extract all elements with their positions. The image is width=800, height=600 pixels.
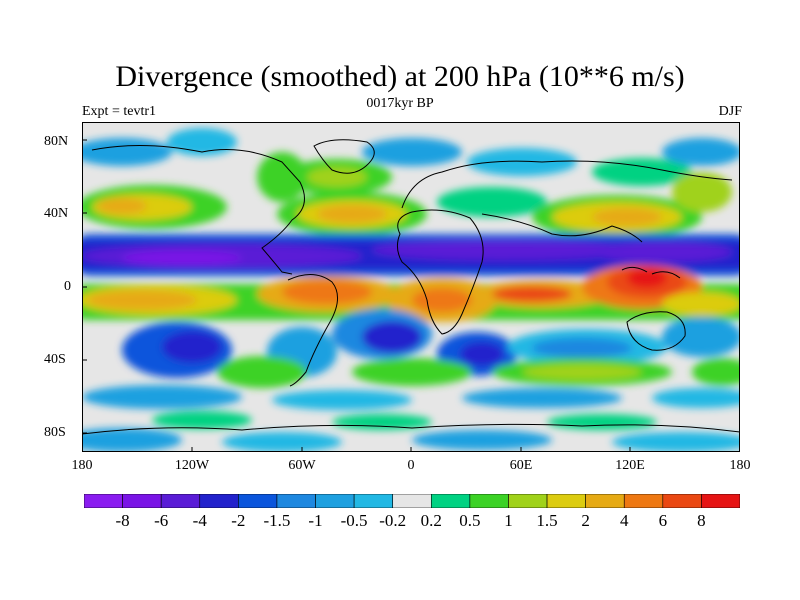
eurasia-outline <box>401 160 733 243</box>
colorbar-swatch <box>199 493 239 509</box>
lat-label-80n: 80N <box>44 134 69 149</box>
chart-title: Divergence (smoothed) at 200 hPa (10**6 … <box>115 60 685 93</box>
colorbar-swatch <box>585 493 625 509</box>
divergence-map <box>82 122 740 452</box>
colorbar-tick-label: -0.5 <box>340 511 368 530</box>
lat-label-40s: 40S <box>44 352 66 367</box>
colorbar-swatch <box>238 493 278 509</box>
colorbar-tick-label: 8 <box>697 511 706 530</box>
colorbar-swatches <box>83 493 741 509</box>
lon-label-60w: 60W <box>288 458 316 473</box>
colorbar-swatch <box>508 493 548 509</box>
colorbar <box>83 493 741 509</box>
map-svg <box>82 122 740 452</box>
colorbar-tick-label: -1 <box>308 511 323 530</box>
colorbar-tick-label: -6 <box>154 511 169 530</box>
lon-label-180-east: 180 <box>729 458 751 473</box>
coastlines <box>82 139 740 435</box>
lon-label-60e: 60E <box>509 458 533 473</box>
colorbar-tick-label: -2 <box>231 511 246 530</box>
colorbar-tick-label: 0.5 <box>459 511 481 530</box>
colorbar-tick-label: 2 <box>581 511 590 530</box>
lat-label-80s: 80S <box>44 425 66 440</box>
lon-label-120e: 120E <box>615 458 645 473</box>
colorbar-swatch <box>469 493 509 509</box>
antarctica-outline <box>82 423 740 435</box>
colorbar-tick-label: -1.5 <box>263 511 291 530</box>
colorbar-swatch <box>662 493 702 509</box>
south-america-outline <box>287 274 338 387</box>
colorbar-swatch <box>430 493 471 509</box>
colorbar-tick-label: -4 <box>192 511 207 530</box>
africa-outline <box>396 209 484 335</box>
experiment-label: Expt = tevtr1 <box>82 104 156 119</box>
colorbar-swatch <box>546 493 586 509</box>
north-america-outline <box>91 144 305 275</box>
colorbar-tick-label: -0.2 <box>379 511 407 530</box>
colorbar-tick-label: 1 <box>504 511 513 530</box>
colorbar-swatch <box>160 493 201 509</box>
colorbar-swatch <box>315 493 355 509</box>
colorbar-tick-label: 6 <box>658 511 668 530</box>
maritime-continent-outline <box>621 266 681 279</box>
lon-label-120w: 120W <box>174 458 210 473</box>
australia-outline <box>626 311 686 351</box>
axis-ticks <box>82 139 631 452</box>
lon-label-0: 0 <box>407 458 415 473</box>
colorbar-tick-label: -8 <box>115 511 130 530</box>
colorbar-swatch <box>122 493 162 509</box>
lat-label-40n: 40N <box>44 206 69 221</box>
lat-label-0: 0 <box>64 279 71 294</box>
colorbar-swatch <box>83 493 123 509</box>
colorbar-tick-label: 4 <box>619 511 629 530</box>
lon-label-180-west: 180 <box>71 458 93 473</box>
colorbar-swatch <box>392 493 432 509</box>
colorbar-tick-label: 0.2 <box>420 511 442 530</box>
colorbar-swatch <box>276 493 316 509</box>
colorbar-swatch <box>623 493 664 509</box>
colorbar-swatch <box>701 493 741 509</box>
season-label: DJF <box>718 104 742 119</box>
greenland-outline <box>313 139 375 174</box>
time-label: 0017kyr BP <box>366 96 434 111</box>
colorbar-tick-label: 1.5 <box>536 511 558 530</box>
colorbar-swatch <box>353 493 394 509</box>
